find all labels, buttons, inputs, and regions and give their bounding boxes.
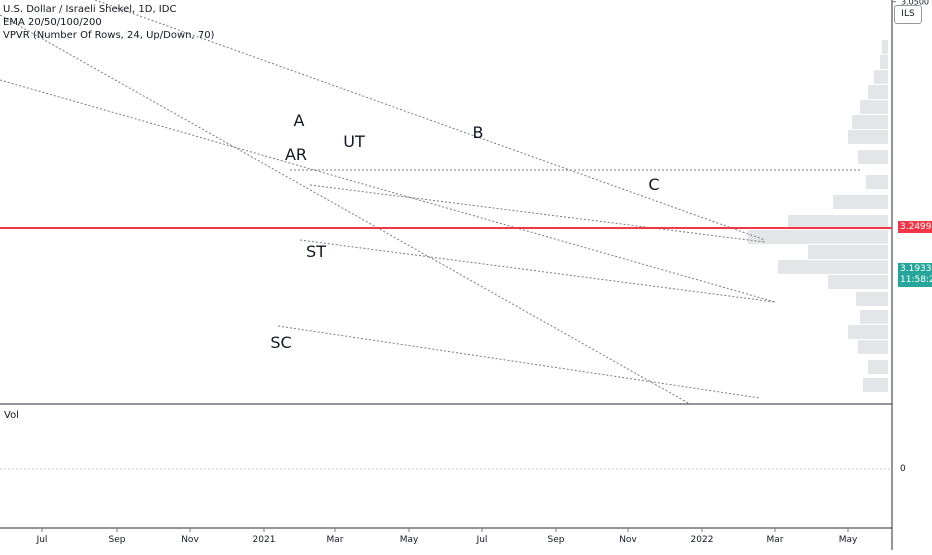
annotation-ar: AR	[285, 145, 307, 164]
volume-profile-bar	[848, 130, 888, 144]
volume-zero-label: 0	[900, 464, 906, 474]
volume-profile-bar	[868, 85, 888, 99]
last-price-label: 3.1933 11:58:25	[898, 263, 932, 287]
chart-legend: U.S. Dollar / Israeli Shekel, 1D, IDC EM…	[3, 3, 214, 42]
last-price-value: 3.1933	[900, 264, 932, 274]
volume-pane-label[interactable]: Vol	[4, 410, 19, 421]
annotation-b: B	[473, 123, 484, 142]
volume-profile-bar	[778, 260, 888, 274]
trendline	[299, 239, 776, 303]
price-axis-ticks: 3.55003.50003.45003.40003.35003.30003.20…	[892, 0, 929, 7]
currency-badge[interactable]: ILS	[894, 5, 922, 24]
trendline	[277, 325, 761, 399]
time-tick-label: 2022	[691, 535, 714, 545]
volume-profile-bar	[852, 115, 888, 129]
volume-profile-bar	[866, 175, 888, 189]
annotation-c: C	[648, 175, 659, 194]
wyckoff-annotations: A AR UT B C ST SC	[270, 111, 659, 352]
vpvr-indicator-label[interactable]: VPVR (Number Of Rows, 24, Up/Down, 70)	[3, 30, 215, 41]
volume-profile	[748, 40, 888, 392]
volume-profile-bar	[858, 150, 888, 164]
annotation-st: ST	[306, 242, 326, 261]
annotation-a: A	[294, 111, 305, 130]
trendline	[309, 184, 766, 243]
time-tick-label: Nov	[181, 535, 199, 545]
trendline	[0, 14, 691, 405]
volume-profile-bar	[828, 275, 888, 289]
price-tick-label: 3.0500	[901, 0, 929, 7]
volume-profile-bar	[874, 70, 888, 84]
volume-profile-bar	[860, 100, 888, 114]
trendlines	[0, 0, 862, 405]
symbol-title[interactable]: U.S. Dollar / Israeli Shekel, 1D, IDC	[3, 4, 177, 15]
volume-profile-bar	[880, 55, 888, 69]
time-tick-label: Sep	[109, 535, 126, 545]
volume-profile-bar	[848, 325, 888, 339]
volume-profile-bar	[868, 360, 888, 374]
annotation-ut: UT	[343, 132, 365, 151]
volume-profile-bar	[860, 310, 888, 324]
volume-profile-bar	[882, 40, 888, 54]
time-tick-label: May	[400, 535, 419, 545]
volume-profile-bar	[858, 340, 888, 354]
time-tick-label: Jul	[36, 535, 48, 545]
time-tick-label: Mar	[327, 535, 344, 545]
time-tick-label: Sep	[548, 535, 565, 545]
volume-profile-bar	[856, 292, 888, 306]
volume-profile-bar	[788, 215, 888, 229]
resistance-price-label: 3.2499	[898, 221, 932, 233]
bar-countdown: 11:58:25	[900, 275, 932, 285]
time-axis-ticks: Jul Sep Nov 2021 Mar May Jul Sep Nov 2022 Mar May	[36, 528, 858, 545]
ema-indicator-label[interactable]: EMA 20/50/100/200	[3, 17, 102, 28]
annotation-sc: SC	[270, 333, 291, 352]
time-tick-label: Nov	[619, 535, 637, 545]
volume-profile-bar	[833, 195, 888, 209]
time-tick-label: 2021	[253, 535, 276, 545]
trendline	[94, 0, 766, 241]
time-tick-label: May	[839, 535, 858, 545]
time-tick-label: Jul	[476, 535, 488, 545]
volume-profile-bar	[863, 378, 888, 392]
volume-profile-bar	[748, 230, 888, 244]
time-tick-label: Mar	[767, 535, 784, 545]
volume-profile-bar	[808, 245, 888, 259]
